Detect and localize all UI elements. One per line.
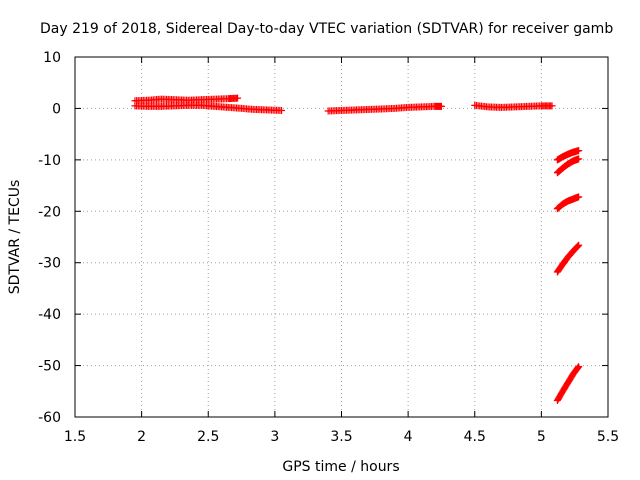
data-point — [573, 243, 581, 251]
y-tick-label: -50 — [38, 359, 61, 375]
x-tick-label: 3 — [270, 429, 279, 445]
x-tick-label: 4 — [404, 429, 413, 445]
series-arc-3 — [471, 101, 556, 111]
series-arc-1b — [131, 101, 286, 114]
data-point — [575, 363, 583, 371]
series-arc-4b — [553, 155, 583, 177]
series-arc-4e — [553, 363, 583, 405]
y-tick-label: -20 — [38, 204, 61, 220]
data-point — [548, 102, 556, 110]
chart-title: Day 219 of 2018, Sidereal Day-to-day VTE… — [40, 21, 613, 37]
series-arc-4c — [553, 193, 583, 213]
y-tick-label: -40 — [38, 307, 61, 323]
x-tick-label: 3.5 — [330, 429, 352, 445]
y-axis-label: SDTVAR / TECUs — [7, 180, 23, 295]
grid — [75, 57, 608, 417]
axis-ticks: 1.5 2 2.5 3 3.5 4 4.5 5 5.5 -60 -50 -40 -30 -20 -10 0 10 — [38, 50, 619, 445]
x-tick-label: 5 — [537, 429, 546, 445]
x-axis-label: GPS time / hours — [282, 459, 399, 475]
data-point — [574, 364, 582, 371]
y-tick-label: -10 — [38, 153, 61, 169]
data-point — [575, 193, 583, 201]
y-tick-label: 10 — [43, 50, 61, 66]
data-point — [575, 155, 583, 163]
x-tick-label: 4.5 — [464, 429, 486, 445]
x-tick-label: 5.5 — [597, 429, 619, 445]
series-arc-4a — [553, 147, 583, 164]
x-tick-label: 2 — [137, 429, 146, 445]
data-point — [574, 242, 582, 250]
data-point — [437, 102, 445, 110]
data-point — [234, 94, 242, 102]
series-arc-2 — [324, 102, 445, 115]
series-arc-4d — [553, 241, 583, 276]
data-point — [278, 106, 286, 114]
data-point — [575, 241, 583, 249]
y-tick-label: -60 — [38, 410, 61, 426]
data-points — [131, 94, 583, 405]
y-tick-label: 0 — [52, 101, 61, 117]
y-tick-label: -30 — [38, 256, 61, 272]
data-point — [575, 147, 583, 155]
x-tick-label: 2.5 — [197, 429, 219, 445]
x-tick-label: 1.5 — [64, 429, 86, 445]
